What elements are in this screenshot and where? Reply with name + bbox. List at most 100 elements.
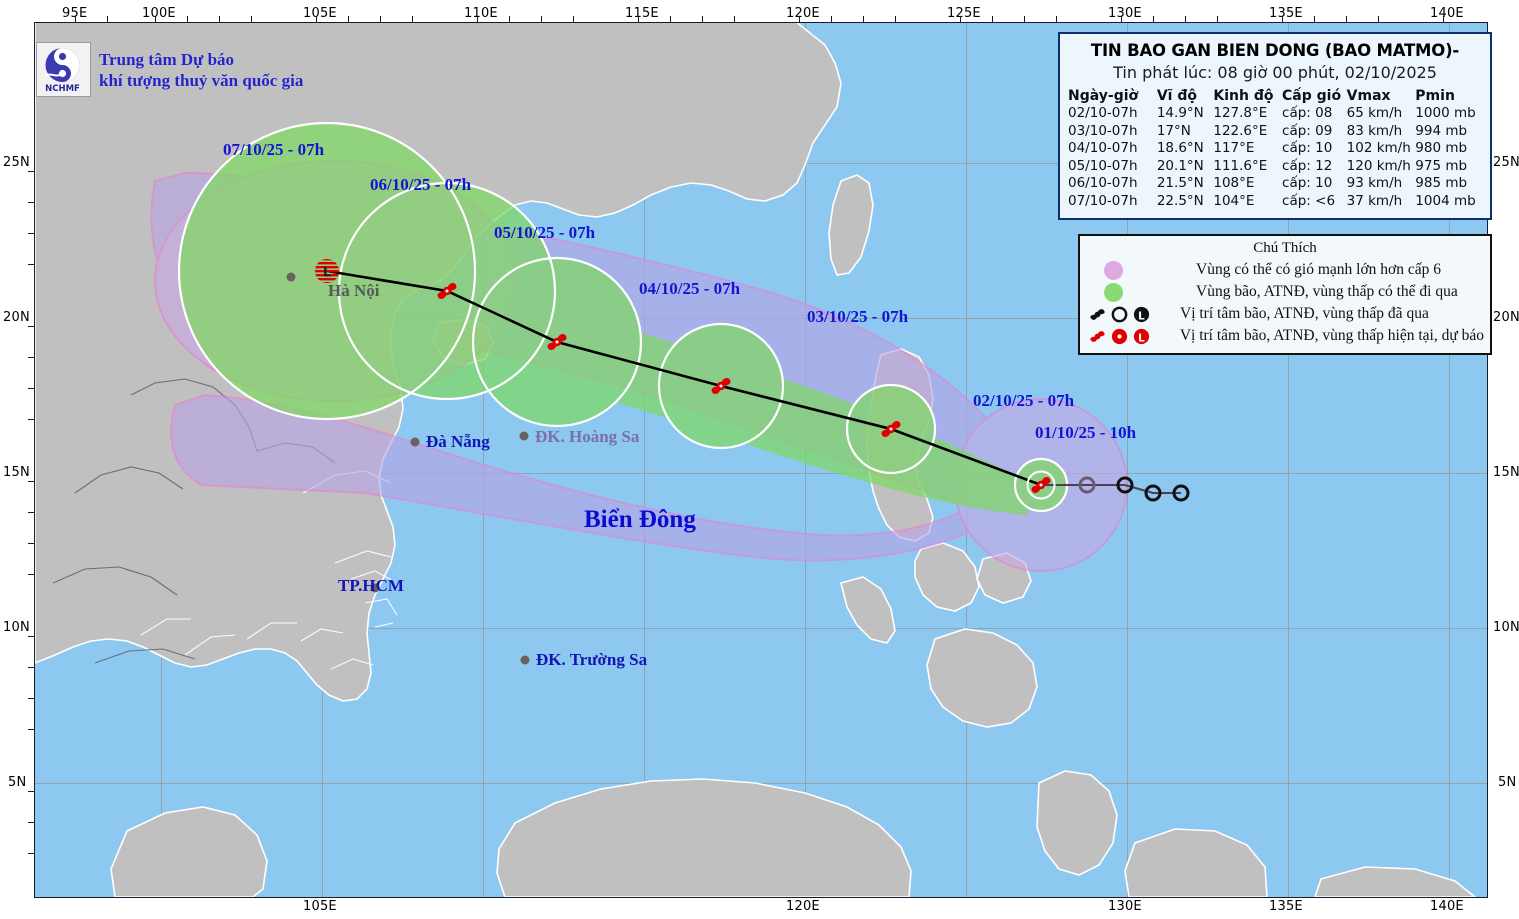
track-date-label-03-10: 03/10/25 - 07h (807, 307, 909, 326)
axis-label-lon-130e-top: 130E (1108, 6, 1142, 21)
axis-label-lat-5n-right: 5N (1498, 775, 1517, 790)
table-row: 03/10-07h 17°N 122.6°E cấp: 09 83 km/h 9… (1068, 123, 1482, 141)
city-label-hanoi: Hà Nội (328, 281, 380, 300)
tropical-low-marker[interactable]: L (314, 258, 340, 284)
axis-label-lon-95e-top: 95E (62, 6, 88, 21)
cell-datetime: 04/10-07h (1068, 140, 1138, 156)
axis-label-lat-20n-left: 20N (3, 310, 30, 325)
cell-vmax: 93 km/h (1346, 175, 1403, 191)
cell-latitude: 14.9°N (1156, 105, 1204, 121)
col-header-longitude: Kinh độ (1213, 88, 1274, 104)
axis-label-lat-5n-left: 5N (8, 775, 27, 790)
cell-datetime: 02/10-07h (1068, 105, 1138, 121)
axis-label-lat-25n-left: 25N (3, 155, 30, 170)
green-circle-icon (1104, 282, 1123, 302)
branding-line-2: khí tượng thuỷ văn quốc gia (99, 70, 304, 90)
low-black-icon: L (1133, 306, 1150, 322)
cell-vmax: 65 km/h (1346, 105, 1403, 121)
cell-vmax: 83 km/h (1346, 122, 1403, 139)
gridline-lon-115e (644, 23, 645, 897)
cell-vmax: 37 km/h (1346, 192, 1403, 209)
forecast-table: Ngày-giờ Vĩ độ Kinh độ Cấp gió Vmax Pmin… (1068, 88, 1482, 210)
cell-wind-level: cấp: 10 (1282, 140, 1333, 156)
forecast-table-header-row: Ngày-giờ Vĩ độ Kinh độ Cấp gió Vmax Pmin (1068, 88, 1482, 105)
table-row: 04/10-07h 18.6°N 117°E cấp: 10 102 km/h … (1068, 140, 1482, 158)
cyclone-marker-forecast[interactable] (876, 414, 906, 444)
table-row: 06/10-07h 21.5°N 108°E cấp: 10 93 km/h 9… (1068, 175, 1482, 193)
city-label-hoangsa: ĐK. Hoàng Sa (535, 427, 640, 446)
col-header-vmax: Vmax (1346, 88, 1391, 104)
axis-label-lon-105e-top: 105E (303, 6, 337, 21)
city-label-tphcm: TP.HCM (338, 576, 404, 595)
cell-datetime: 05/10-07h (1068, 157, 1138, 174)
gridline-lat-10n (35, 628, 1487, 629)
cell-latitude: 17°N (1156, 122, 1191, 139)
branding-line-1: Trung tâm Dự báo (99, 49, 235, 69)
cell-pmin: 1004 mb (1415, 192, 1476, 209)
axis-label-lat-25n-right: 25N (1493, 155, 1519, 170)
cyclone-marker-current[interactable] (1026, 470, 1056, 500)
legend-item-past-positions: L Vị trí tâm bão, ATNĐ, vùng thấp đã qua (1086, 303, 1484, 325)
axis-label-lon-135e-top: 135E (1269, 6, 1303, 21)
open-circle-black-icon (1111, 306, 1128, 322)
axis-label-lon-125e-top: 125E (947, 6, 981, 21)
cyclone-marker-forecast[interactable] (542, 327, 572, 357)
legend-label-storm-area: Vùng bão, ATNĐ, vùng thấp có thể đi qua (1196, 283, 1458, 300)
cell-wind-level: cấp: 09 (1282, 122, 1333, 139)
cell-vmax: 120 km/h (1346, 157, 1411, 174)
table-row: 07/10-07h 22.5°N 104°E cấp: <6 37 km/h 1… (1068, 193, 1482, 211)
past-position-marker[interactable] (1144, 484, 1162, 502)
legend-item-storm-area: Vùng bão, ATNĐ, vùng thấp có thể đi qua (1086, 281, 1484, 303)
axis-label-lon-135e-bottom: 135E (1269, 899, 1303, 914)
forecast-track-line (326, 269, 1042, 487)
cyclone-marker-forecast[interactable] (706, 371, 736, 401)
gridline-lon-110e (483, 23, 484, 897)
gridline-lon-135e (1288, 23, 1289, 897)
nchmf-logo-icon: NCHMF (36, 42, 91, 97)
cell-pmin: 1000 mb (1415, 105, 1476, 121)
axis-label-lon-120e-top: 120E (786, 6, 820, 21)
cyclone-marker-forecast[interactable] (432, 276, 462, 306)
cell-pmin: 980 mb (1415, 140, 1468, 156)
axis-label-lon-130e-bottom: 130E (1108, 899, 1142, 914)
past-position-marker[interactable] (1078, 476, 1096, 494)
city-label-danang: Đà Nẵng (426, 432, 490, 451)
axis-label-lon-140e-top: 140E (1430, 6, 1464, 21)
storm-bulletin-issued: Tin phát lúc: 08 giờ 00 phút, 02/10/2025 (1113, 63, 1437, 82)
track-date-label-04-10: 04/10/25 - 07h (639, 279, 741, 298)
legend-label-gale-area: Vùng có thể có gió mạnh lớn hơn cấp 6 (1196, 261, 1441, 278)
track-date-label-01-10: 01/10/25 - 10h (1035, 423, 1137, 442)
city-dot-hoangsa (519, 431, 529, 441)
axis-label-lon-105e-bottom: 105E (303, 899, 337, 914)
track-date-label-02-10: 02/10/25 - 07h (973, 391, 1075, 410)
axis-label-lat-10n-right: 10N (1493, 620, 1519, 635)
axis-label-lon-115e-top: 115E (625, 6, 659, 21)
axis-label-lat-10n-left: 10N (3, 620, 30, 635)
gridline-lon-130e (1127, 23, 1128, 897)
nchmf-branding: NCHMF Trung tâm Dự báo khí tượng thuỷ vă… (36, 42, 303, 97)
cell-wind-level: cấp: 12 (1282, 157, 1333, 174)
city-dot-danang (410, 437, 420, 447)
past-position-marker[interactable] (1172, 484, 1190, 502)
cell-latitude: 22.5°N (1156, 192, 1204, 209)
col-header-pmin: Pmin (1415, 88, 1455, 104)
col-header-wind-level: Cấp gió (1282, 88, 1342, 104)
filled-circle-red-icon (1111, 328, 1128, 344)
cell-pmin: 985 mb (1415, 175, 1468, 191)
cell-longitude: 122.6°E (1213, 122, 1268, 139)
svg-text:NCHMF: NCHMF (45, 84, 80, 94)
axis-label-lat-15n-right: 15N (1493, 465, 1519, 480)
axis-label-lat-15n-left: 15N (3, 465, 30, 480)
cell-pmin: 994 mb (1415, 122, 1468, 139)
cell-datetime: 06/10-07h (1068, 175, 1138, 191)
city-dot-hanoi (286, 272, 296, 282)
past-position-marker[interactable] (1116, 476, 1134, 494)
cyclone-black-icon (1090, 308, 1105, 320)
cell-longitude: 104°E (1213, 192, 1255, 209)
legend-item-current-forecast-positions: L Vị trí tâm bão, ATNĐ, vùng thấp hiện t… (1086, 325, 1484, 347)
svg-text:L: L (323, 266, 331, 281)
cell-wind-level: cấp: 10 (1282, 175, 1333, 191)
col-header-datetime: Ngày-giờ (1068, 88, 1139, 104)
cell-latitude: 21.5°N (1156, 175, 1204, 191)
axis-label-lon-140e-bottom: 140E (1430, 899, 1464, 914)
